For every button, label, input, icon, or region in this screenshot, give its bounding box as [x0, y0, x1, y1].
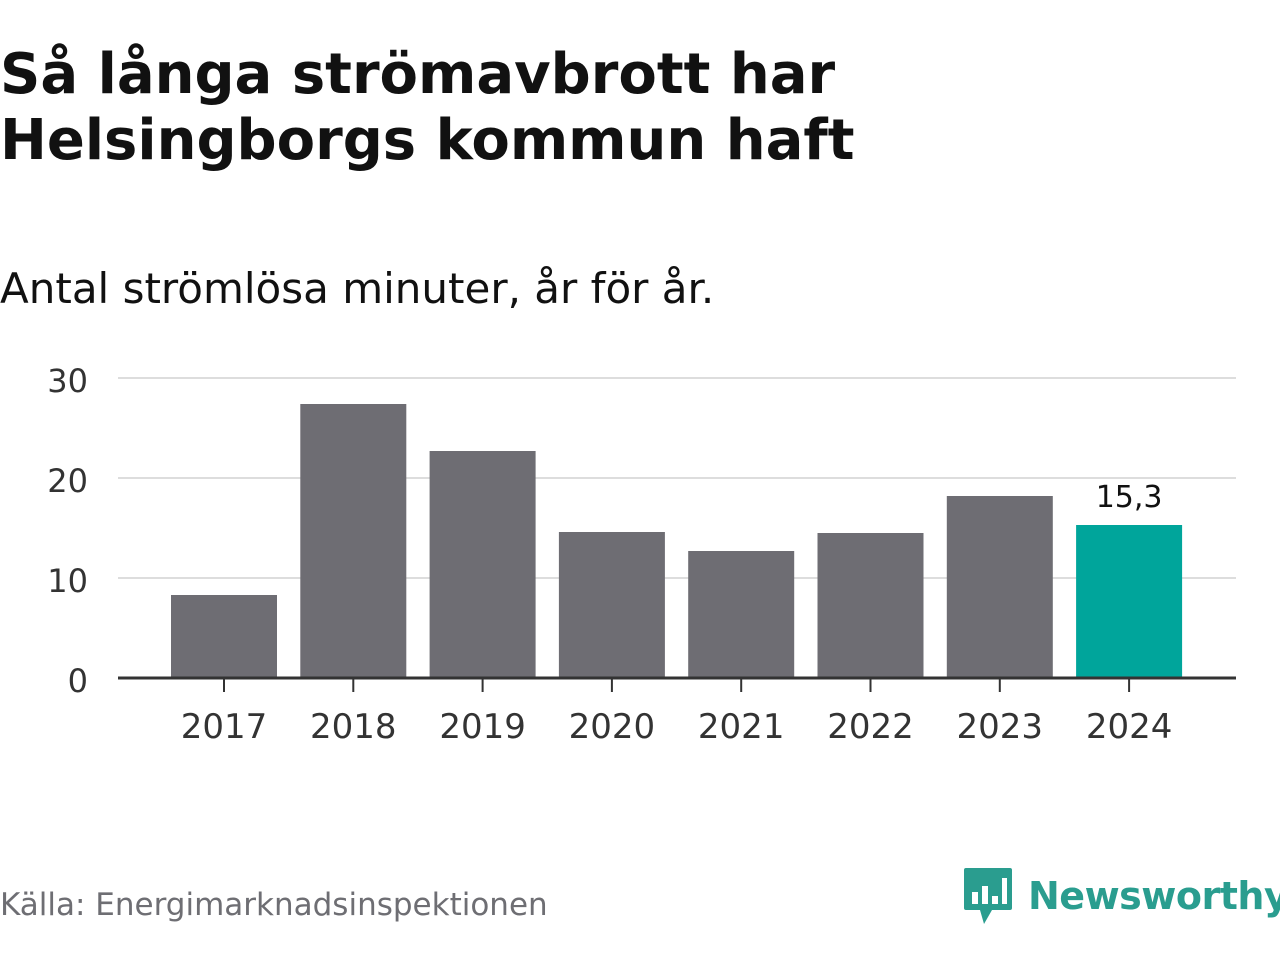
y-tick-label: 0 [68, 662, 88, 700]
bar-2023 [946, 496, 1053, 678]
y-tick-label: 20 [47, 462, 88, 500]
y-tick-label: 10 [47, 562, 88, 600]
chart-title: Så långa strömavbrott har Helsingborgs k… [0, 42, 855, 173]
x-tick-label: 2021 [698, 707, 785, 747]
x-tick-label: 2019 [439, 707, 526, 747]
x-tick-label: 2024 [1086, 707, 1173, 747]
data-label: 15,3 [1096, 480, 1163, 515]
x-tick-label: 2022 [827, 707, 914, 747]
x-tick-label: 2023 [957, 707, 1044, 747]
newsworthy-logo-icon [964, 868, 1012, 924]
x-tick-label: 2020 [569, 707, 656, 747]
bar-2020 [558, 532, 665, 678]
brand-name: Newsworthy [1028, 874, 1280, 918]
bar-2021 [688, 551, 795, 678]
y-tick-label: 30 [47, 362, 88, 400]
bar-2022 [817, 533, 924, 678]
bar-2019 [429, 451, 536, 678]
bar-2017 [171, 595, 277, 678]
bar-chart: 0 10 20 30 2017 2018 2019 2020 2021 2022 2023 2024 1… [47, 362, 1236, 747]
x-tick-label: 2017 [181, 707, 268, 747]
brand-logo: Newsworthy [962, 864, 1280, 928]
chart-subtitle: Antal strömlösa minuter, år för år. [0, 264, 715, 313]
x-tick-label: 2018 [310, 707, 397, 747]
source-note: Källa: Energimarknadsinspektionen [0, 887, 548, 923]
bar-2024 [1076, 525, 1183, 678]
bar-2018 [300, 404, 407, 678]
